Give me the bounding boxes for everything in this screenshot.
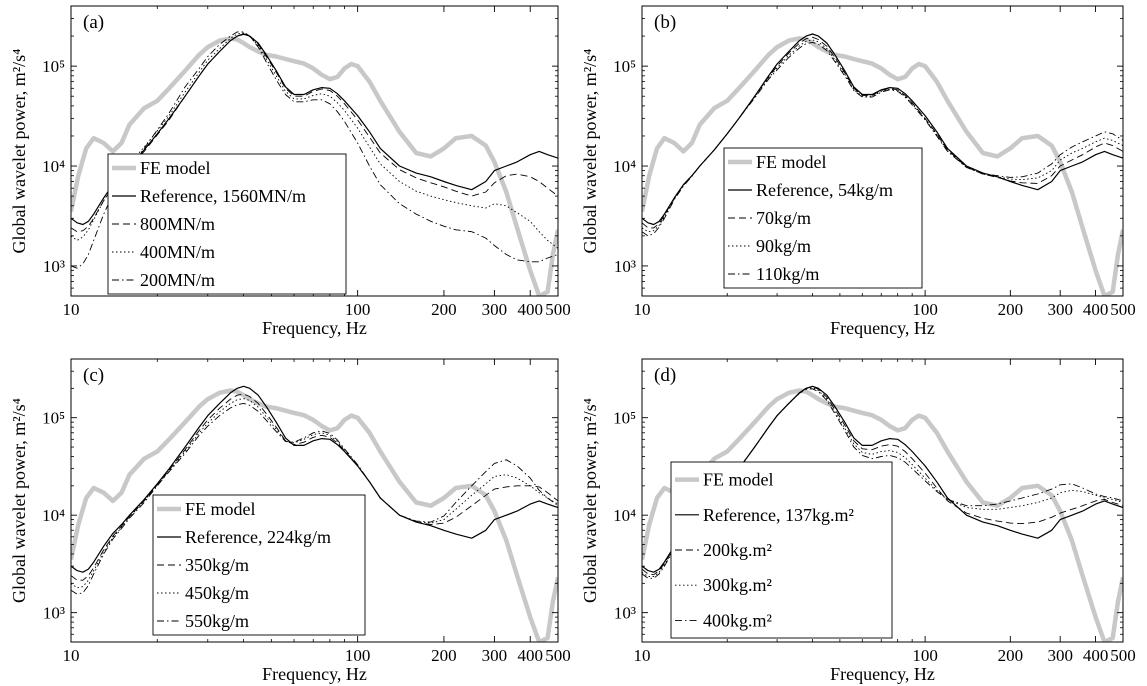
y-tick-label: 10⁵ — [42, 409, 65, 428]
x-tick-label: 10 — [63, 646, 80, 665]
series-line-variant-4 — [71, 402, 558, 595]
legend-entry: 550kg/m — [185, 611, 249, 631]
panel-label: (b) — [654, 12, 676, 33]
x-tick-label: 200 — [431, 646, 457, 665]
x-tick-label: 10 — [634, 300, 651, 319]
y-tick-label: 10³ — [614, 257, 636, 276]
y-axis-label: Global wavelet power, m²/s⁴ — [9, 398, 29, 603]
legend-entry: 400kg.m² — [703, 610, 772, 630]
legend-entry: Reference, 224kg/m — [185, 527, 331, 547]
x-tick-label: 500 — [545, 300, 571, 319]
y-axis-label: Global wavelet power, m²/s⁴ — [9, 49, 29, 254]
x-axis-label: Frequency, Hz — [830, 318, 935, 338]
series-line-variant-3 — [642, 39, 1123, 233]
y-tick-label: 10⁴ — [613, 506, 636, 525]
axes-frame — [641, 358, 1124, 643]
legend-box — [670, 461, 893, 639]
legend-box — [152, 494, 366, 636]
legend-box — [723, 147, 923, 289]
legend-entry: FE model — [703, 470, 774, 490]
y-tick-label: 10⁵ — [613, 57, 636, 76]
y-tick-label: 10⁴ — [42, 157, 65, 176]
legend-entry: 400MN/m — [140, 242, 215, 262]
x-tick-label: 300 — [482, 646, 508, 665]
x-tick-label: 300 — [1047, 646, 1073, 665]
axes-frame — [70, 358, 559, 643]
x-tick-label: 100 — [345, 646, 371, 665]
y-tick-label: 10⁵ — [613, 409, 636, 428]
legend-entry: 70kg/m — [756, 208, 811, 228]
legend-entry: Reference, 137kg.m² — [703, 505, 854, 525]
series-line-fe-model — [642, 36, 1123, 296]
legend: FE model Reference, 224kg/m 350kg/m 450kg/m… — [152, 494, 366, 636]
panel-label: (d) — [654, 365, 676, 386]
legend-entry: 90kg/m — [756, 236, 811, 256]
legend-entry: 200MN/m — [140, 270, 215, 290]
x-tick-label: 300 — [1047, 300, 1073, 319]
x-tick-label: 200 — [998, 300, 1024, 319]
panel-label: (c) — [83, 365, 104, 386]
x-tick-label: 500 — [1110, 300, 1136, 319]
x-axis-label: Frequency, Hz — [262, 664, 367, 684]
y-axis-label: Global wavelet power, m²/s⁴ — [580, 49, 600, 254]
legend-entry: FE model — [756, 152, 827, 172]
legend-entry: 110kg/m — [756, 264, 819, 284]
legend-entry: 350kg/m — [185, 555, 249, 575]
x-tick-label: 100 — [912, 646, 938, 665]
y-axis-label: Global wavelet power, m²/s⁴ — [580, 398, 600, 603]
x-tick-label: 400 — [1083, 300, 1109, 319]
panel-label: (a) — [83, 12, 104, 33]
x-tick-label: 500 — [545, 646, 571, 665]
legend-entry: 800MN/m — [140, 214, 215, 234]
x-tick-label: 400 — [1083, 646, 1109, 665]
panel-d: 10 100 200 300 400 500 10³ 10⁴ 10⁵ Frequency, Hz G… — [580, 358, 1136, 684]
series-line-variant-3 — [71, 32, 558, 249]
x-tick-label: 400 — [517, 646, 543, 665]
x-tick-label: 400 — [517, 300, 543, 319]
legend-box — [107, 153, 347, 295]
x-axis-label: Frequency, Hz — [262, 318, 367, 338]
x-tick-label: 200 — [431, 300, 457, 319]
series-line-variant-3 — [71, 398, 558, 589]
series-line-fe-model — [642, 388, 1123, 642]
legend: FE model Reference, 54kg/m 70kg/m 90kg/m 110… — [723, 147, 923, 289]
y-tick-label: 10⁵ — [42, 57, 65, 76]
x-tick-label: 10 — [634, 646, 651, 665]
legend: FE model Reference, 137kg.m² 200kg.m² 300kg… — [670, 461, 893, 639]
x-tick-label: 500 — [1110, 646, 1136, 665]
y-tick-label: 10⁴ — [613, 157, 636, 176]
panel-b: 10 100 200 300 400 500 10³ 10⁴ 10⁵ Frequency, Hz G… — [580, 5, 1136, 338]
legend-entry: FE model — [185, 499, 256, 519]
series-line-fe-model — [71, 36, 558, 296]
legend: FE model Reference, 1560MN/m 800MN/m 400MN/… — [107, 153, 347, 295]
y-tick-label: 10³ — [614, 604, 636, 623]
x-tick-label: 100 — [912, 300, 938, 319]
x-tick-label: 100 — [345, 300, 371, 319]
x-tick-label: 300 — [482, 300, 508, 319]
x-axis-label: Frequency, Hz — [830, 664, 935, 684]
axes-frame — [70, 5, 559, 297]
legend-entry: Reference, 1560MN/m — [140, 186, 306, 206]
legend-entry: 450kg/m — [185, 583, 249, 603]
series-line-variant-2 — [71, 393, 558, 581]
series-line-variant-2 — [642, 386, 1123, 576]
x-tick-label: 200 — [998, 646, 1024, 665]
legend-entry: FE model — [140, 158, 211, 178]
legend-entry: Reference, 54kg/m — [756, 180, 893, 200]
y-tick-label: 10³ — [43, 604, 65, 623]
x-tick-label: 10 — [63, 300, 80, 319]
legend-entry: 300kg.m² — [703, 575, 772, 595]
y-tick-label: 10⁴ — [42, 506, 65, 525]
legend-entry: 200kg.m² — [703, 540, 772, 560]
axes-frame — [641, 5, 1124, 297]
series-line-variant-4 — [642, 41, 1123, 237]
panel-a: 10 100 200 300 400 500 10³ 10⁴ 10⁵ Frequency, Hz G… — [9, 5, 571, 338]
y-tick-label: 10³ — [43, 257, 65, 276]
panel-c: 10 100 200 300 400 500 10³ 10⁴ 10⁵ Frequency, Hz G… — [9, 358, 571, 684]
